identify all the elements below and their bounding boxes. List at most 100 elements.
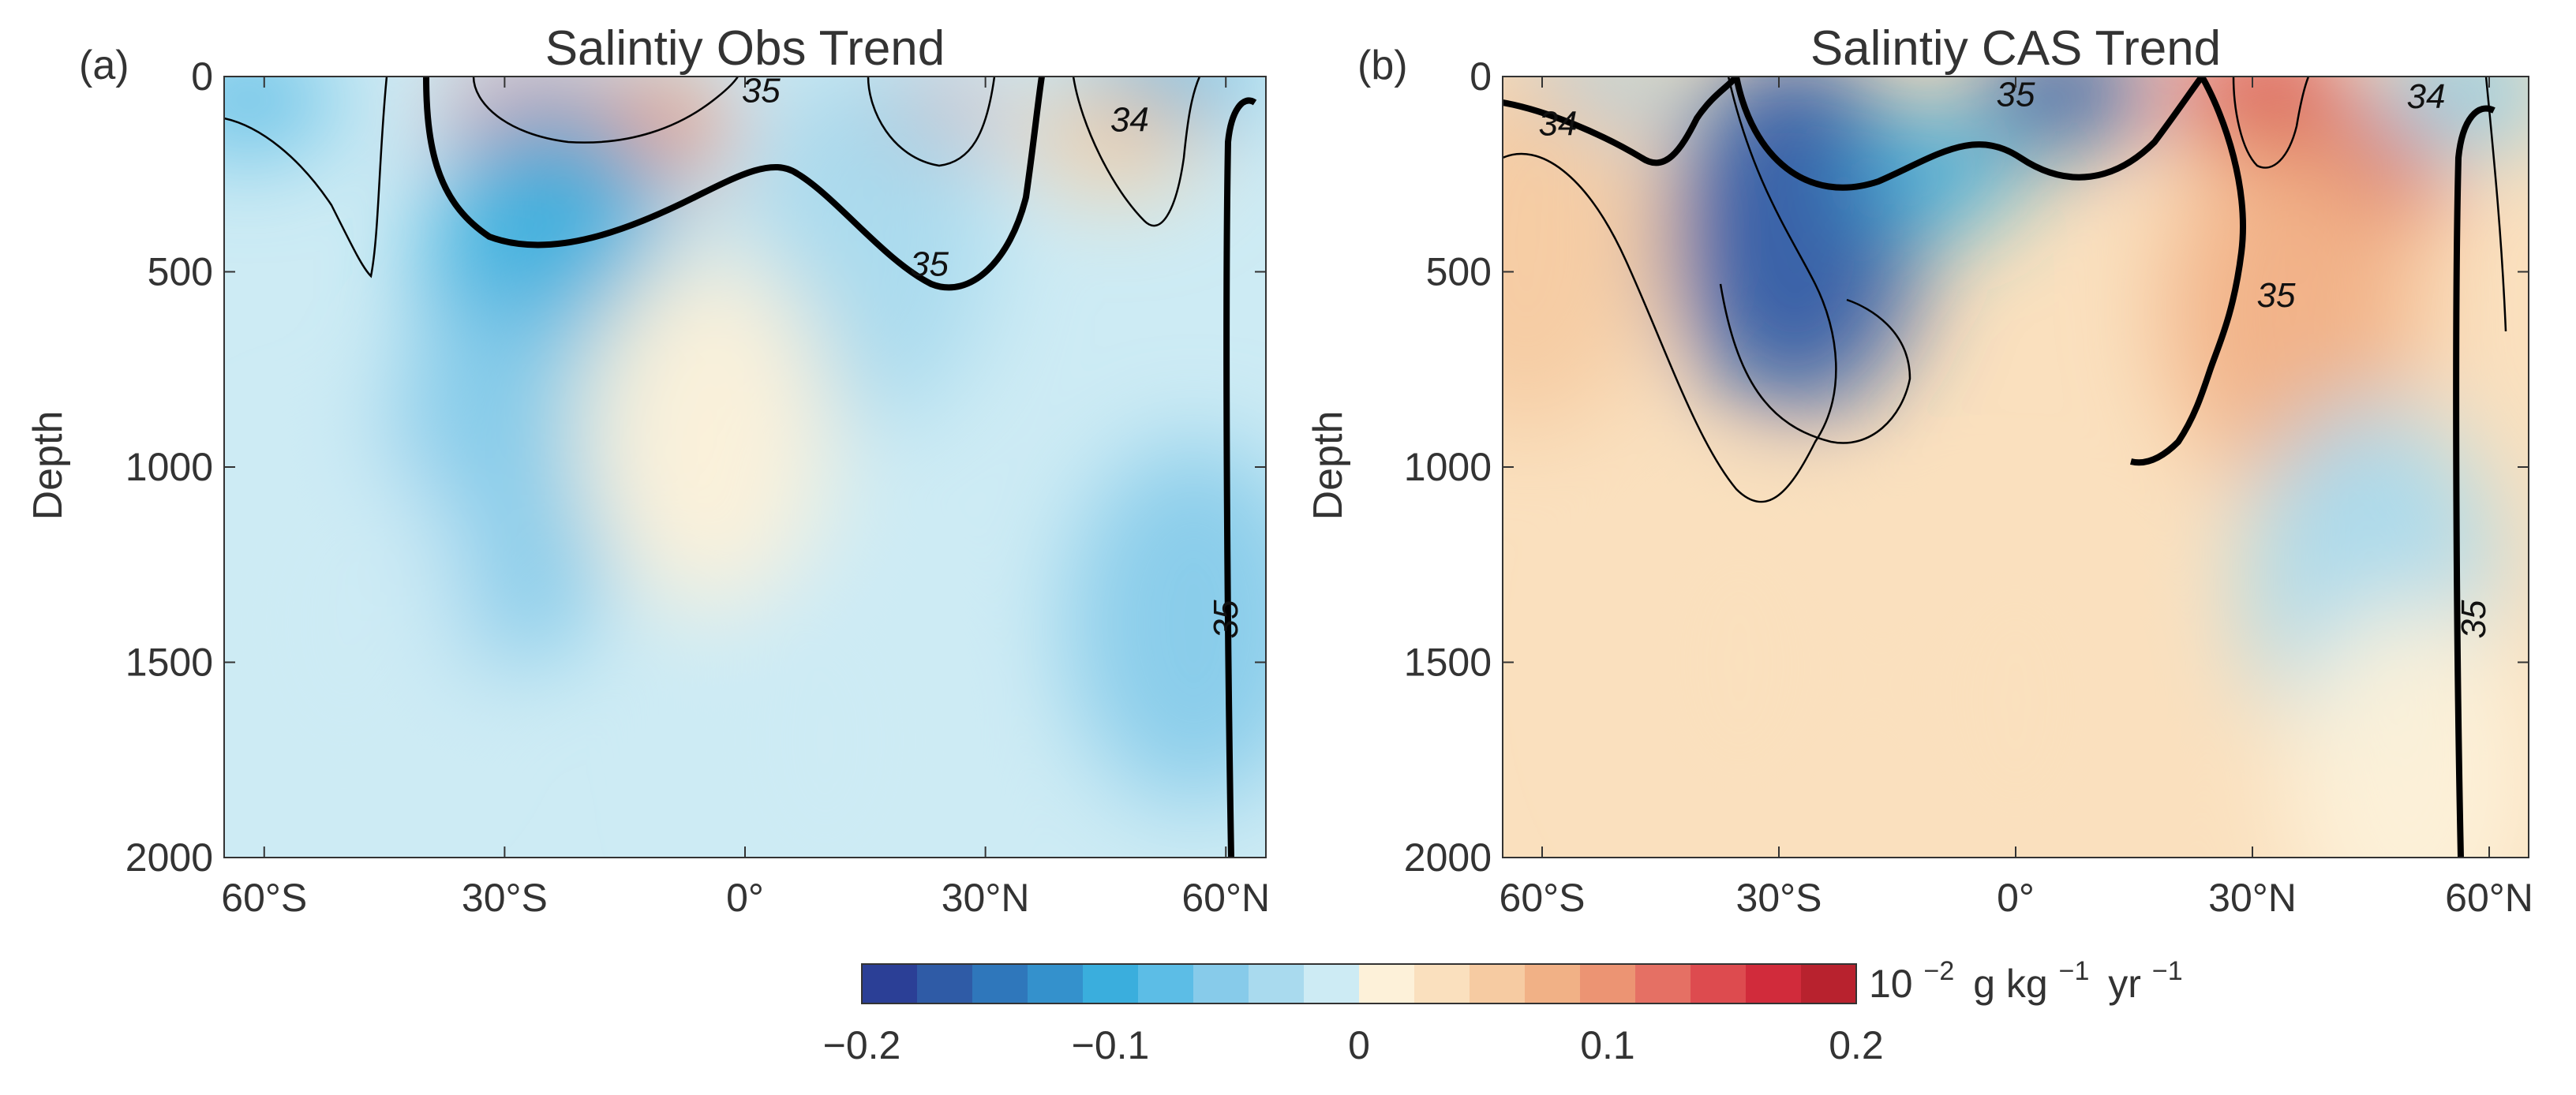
panel-b-ytick-label: 2000: [1404, 835, 1492, 880]
colorbar-tick-label: 0.1: [1580, 1023, 1635, 1067]
colorbar-swatch: [862, 964, 918, 1003]
panel-b-ytick-label: 500: [1426, 250, 1492, 294]
panel-b-xtick-label: 60°S: [1500, 876, 1586, 920]
colorbar-tick-label: −0.1: [1072, 1023, 1150, 1067]
panel-a-ytick-label: 500: [148, 250, 213, 294]
colorbar-ticks: −0.2 −0.1 0 0.1 0.2: [823, 1023, 1884, 1067]
colorbar-units-mid2: yr: [2108, 962, 2141, 1006]
colorbar-units-exp2: −1: [2059, 956, 2090, 986]
panel-a-xtick-label: 0°: [726, 876, 764, 920]
colorbar-swatch: [1359, 964, 1415, 1003]
panel-a-ytick-label: 1500: [125, 641, 213, 685]
panel-b-xtick-label: 30°S: [1736, 876, 1822, 920]
panel-a-label: (a): [79, 43, 129, 88]
colorbar-swatches: [862, 964, 1857, 1003]
colorbar-tick-label: 0.2: [1829, 1023, 1884, 1067]
panel-a-anomaly: [578, 246, 832, 610]
panel-a-anomalies: [224, 77, 1266, 858]
panel-a-anomaly: [224, 77, 335, 155]
panel-b-ytick-label: 0: [1470, 54, 1492, 99]
panel-b-contour-label: 35: [2454, 600, 2493, 638]
panel-a-ytick-label: 1000: [125, 445, 213, 489]
panel-a-field: 35 34 35 35: [224, 77, 1266, 858]
colorbar-units-base: 10: [1869, 962, 1913, 1006]
panel-b-ytick-label: 1000: [1404, 445, 1492, 489]
panel-a-contour-labels: 35 34 35 35: [742, 77, 1245, 639]
panel-a-xtick-label: 30°N: [942, 876, 1030, 920]
colorbar-swatch: [1028, 964, 1084, 1003]
panel-a-contour-label: 35: [1207, 600, 1245, 638]
colorbar-swatch: [1249, 964, 1305, 1003]
panel-a-contour-thin-2: [867, 77, 996, 167]
panel-b-xtick-label: 60°N: [2445, 876, 2533, 920]
panel-b-ticks: 60°S 30°S 0° 30°N 60°N 0 500 1000 1500 2000: [1404, 54, 2533, 920]
panel-a-contour-thin-1: [472, 77, 739, 144]
panel-b-anomaly: [1503, 77, 1653, 434]
panel-a-contour-label: 34: [1110, 100, 1149, 139]
panel-a-contour-35: [423, 77, 1045, 291]
colorbar-swatch: [1580, 964, 1636, 1003]
panel-a-ytick-label: 0: [191, 54, 213, 99]
panel-b-contour-label: 34: [2407, 77, 2446, 116]
colorbar-units-mid1: g kg: [1973, 962, 2048, 1006]
colorbar-swatch: [1193, 964, 1249, 1003]
panel-a-ticks: 60°S 30°S 0° 30°N 60°N 0 500 1000 1500 2000: [125, 54, 1270, 920]
panel-b-label: (b): [1357, 43, 1408, 88]
panel-a-contours: [224, 77, 1257, 858]
colorbar-swatch: [1635, 964, 1691, 1003]
panel-b-anomaly: [2284, 598, 2529, 858]
colorbar-swatch: [1138, 964, 1194, 1003]
panel-a-contour-label: 35: [910, 245, 949, 284]
panel-a-anomaly: [1067, 442, 1266, 805]
panel-a-contour-34-south: [224, 77, 388, 278]
panel-b-contour-35-upper: [1733, 77, 2205, 191]
colorbar-swatch: [1690, 964, 1747, 1003]
colorbar-tick-label: 0: [1348, 1023, 1370, 1067]
colorbar-swatch: [1414, 964, 1470, 1003]
colorbar-swatch: [1083, 964, 1139, 1003]
panel-a-ylabel: Depth: [25, 411, 71, 521]
panel-a-contour-34-north: [1072, 77, 1201, 227]
panel-b-contour-34: [1503, 77, 1739, 166]
panel-b-title: Salintiy CAS Trend: [1810, 21, 2221, 76]
colorbar-units-exp3: −1: [2152, 956, 2183, 986]
panel-b-contour-thin-south: [1503, 77, 1837, 503]
panel-a-contour-35-deep: [1223, 97, 1257, 858]
colorbar-frame: [861, 963, 1857, 1004]
panel-a-anomaly: [224, 442, 471, 805]
panel-b-xtick-label: 30°N: [2208, 876, 2297, 920]
colorbar-swatch: [1746, 964, 1802, 1003]
panel-b-contour-label: 35: [2257, 276, 2296, 315]
colorbar-tick-label: −0.2: [823, 1023, 901, 1067]
panel-a-ytick-label: 2000: [125, 835, 213, 880]
panel-b-contour-thin-mid: [1719, 283, 1911, 444]
colorbar-swatch: [1304, 964, 1360, 1003]
panel-b-contour-thin-north: [2232, 77, 2310, 169]
panel-a-anomaly: [1027, 84, 1201, 195]
panel-a: (a) Salintiy Obs Trend Depth 35 34 35 35 60…: [25, 21, 1270, 920]
panel-b-anomaly: [1850, 118, 2024, 230]
panel-b-contour-thin-edge: [2484, 77, 2507, 332]
panel-a-title: Salintiy Obs Trend: [545, 21, 945, 76]
panel-b-anomaly: [1976, 77, 2150, 148]
panel-a-xtick-label: 60°S: [221, 876, 307, 920]
panel-b-anomalies: [1503, 77, 2529, 858]
panel-b-ytick-label: 1500: [1404, 641, 1492, 685]
colorbar-swatch: [972, 964, 1028, 1003]
colorbar-swatch: [1470, 964, 1526, 1003]
panel-b-anomaly: [2166, 129, 2418, 492]
panel-b-ylabel: Depth: [1305, 411, 1351, 521]
panel-b-anomaly: [1613, 480, 1866, 844]
panel-b-anomaly: [1889, 520, 2142, 858]
panel-a-xtick-label: 60°N: [1181, 876, 1270, 920]
colorbar-swatch: [1801, 964, 1857, 1003]
panel-b-contours: [1503, 77, 2507, 858]
panel-b-xtick-label: 0°: [1997, 876, 2035, 920]
panel-b-contour-label: 34: [1539, 104, 1578, 143]
colorbar: −0.2 −0.1 0 0.1 0.2 10 −2 g kg −1 yr −1: [823, 956, 2183, 1067]
colorbar-swatch: [917, 964, 973, 1003]
